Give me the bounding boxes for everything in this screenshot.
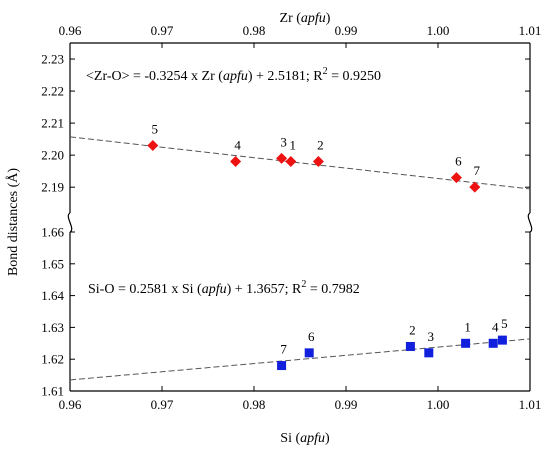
y-tick-label-upper: 2.23 [41, 52, 64, 67]
diamond-marker [312, 156, 324, 168]
y-tick-label-lower: 1.66 [41, 225, 64, 240]
point-label: 3 [280, 134, 287, 149]
y-tick-label-upper: 2.21 [41, 116, 64, 131]
point-label: 5 [501, 316, 508, 331]
diamond-marker [230, 156, 242, 168]
bottom-tick-label: 1.01 [519, 397, 542, 412]
point-label: 4 [492, 319, 499, 334]
equation-text: = 0.9250 [328, 69, 381, 84]
diamond-marker [276, 152, 288, 164]
lower-fit-line [69, 338, 531, 381]
equation-text: ) + 1.3657; R [227, 282, 302, 297]
fit-lines [69, 136, 531, 381]
axis-ticks: 0.96 0.97 0.98 0.99 1.00 1.01 0.96 0.97 0.98 0.99… [41, 23, 541, 412]
square-marker [461, 338, 471, 348]
equation-text: <Zr-O> = -0.3254 x Zr ( [86, 69, 223, 84]
top-tick-label: 0.98 [243, 23, 266, 38]
y-tick-label-lower: 1.64 [41, 288, 64, 303]
top-tick-label: 1.01 [519, 23, 542, 38]
equation-unit: apfu [223, 69, 248, 84]
equation-text: = 0.7982 [306, 282, 359, 297]
square-marker [497, 335, 507, 345]
square-marker [405, 341, 415, 351]
point-label: 4 [234, 138, 241, 153]
bottom-tick-label: 0.96 [59, 397, 82, 412]
upper-fit-line [69, 136, 531, 190]
diamond-marker [147, 140, 159, 152]
y-tick-label-upper: 2.19 [41, 180, 64, 195]
top-tick-label: 0.97 [151, 23, 174, 38]
diamond-marker [469, 181, 481, 193]
bottom-tick-label: 1.00 [427, 397, 450, 412]
top-axis-title: Zr (apfu) [280, 11, 331, 26]
square-marker [424, 348, 434, 358]
top-tick-label: 0.96 [59, 23, 82, 38]
point-label: 1 [464, 319, 471, 334]
left-axis-break [67, 212, 73, 233]
right-axis-break [527, 212, 533, 233]
bottom-axis-title: Si (apfu) [280, 431, 330, 446]
bottom-tick-label: 0.97 [151, 397, 174, 412]
y-tick-label-upper: 2.22 [41, 84, 64, 99]
bottom-tick-label: 0.99 [335, 397, 358, 412]
square-marker [488, 338, 498, 348]
equation-superscript: 2 [301, 279, 306, 290]
point-label: 2 [317, 138, 324, 153]
diamond-marker [285, 156, 297, 168]
top-tick-label: 1.00 [427, 23, 450, 38]
equation-superscript: 2 [323, 66, 328, 77]
square-marker [304, 348, 314, 358]
point-label: 2 [409, 322, 416, 337]
y-tick-label-lower: 1.62 [41, 352, 64, 367]
plot-frame [67, 42, 533, 392]
diamond-marker [450, 172, 462, 184]
point-label: 3 [428, 329, 435, 344]
upper-regression-equation: <Zr-O> = -0.3254 x Zr (apfu) + 2.5181; R… [86, 66, 381, 84]
point-label: 6 [308, 329, 315, 344]
y-axis-title: Bond distances (Å) [5, 168, 21, 276]
bottom-tick-label: 0.98 [243, 397, 266, 412]
point-label: 1 [290, 138, 297, 153]
y-tick-label-lower: 1.61 [41, 384, 64, 399]
point-label: 5 [152, 122, 159, 137]
y-tick-label-lower: 1.65 [41, 256, 64, 271]
y-tick-label-upper: 2.20 [41, 148, 64, 163]
point-label: 7 [474, 163, 481, 178]
square-marker [277, 361, 287, 371]
top-tick-label: 0.99 [335, 23, 358, 38]
point-label: 7 [280, 342, 287, 357]
equation-text: ) + 2.5181; R [248, 69, 323, 84]
point-label: 6 [455, 154, 462, 169]
y-tick-label-lower: 1.63 [41, 320, 64, 335]
equation-unit: apfu [202, 282, 227, 297]
equation-text: Si-O = 0.2581 x Si ( [88, 282, 202, 297]
lower-regression-equation: Si-O = 0.2581 x Si (apfu) + 1.3657; R2 =… [88, 279, 360, 297]
